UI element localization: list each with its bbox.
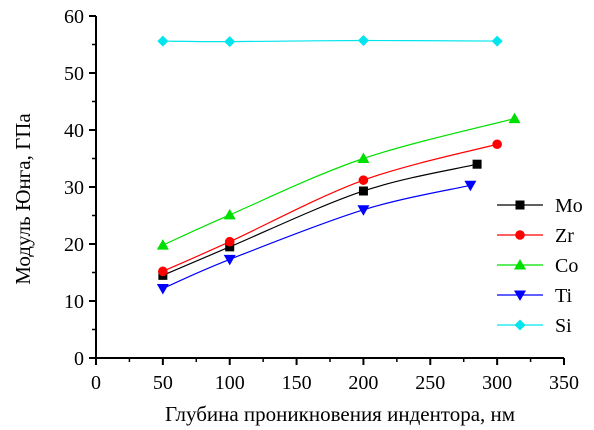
series-line-zr <box>162 143 498 272</box>
series-line-si <box>162 39 498 43</box>
y-tick-label: 30 <box>64 177 84 199</box>
series-lines <box>162 39 515 290</box>
series-line-co <box>162 118 515 246</box>
y-tick-label: 50 <box>64 63 84 85</box>
legend-label-co: Co <box>555 255 578 277</box>
data-point-ti <box>156 283 169 295</box>
legend-marker-ti <box>514 290 526 301</box>
y-tick-label: 20 <box>64 234 84 256</box>
data-point-co <box>156 239 169 250</box>
data-point-ti <box>357 205 370 216</box>
legend-marker-si <box>514 319 526 331</box>
y-tick-label: 60 <box>64 6 84 28</box>
data-point-si <box>157 35 169 47</box>
axes <box>95 16 564 359</box>
data-point-mo <box>358 186 368 196</box>
data-point-zr <box>224 236 235 247</box>
x-tick-label: 100 <box>215 372 245 394</box>
data-point-zr <box>358 175 369 185</box>
data-point-si <box>224 36 236 48</box>
data-point-zr <box>158 266 168 277</box>
y-tick-label: 10 <box>64 291 84 313</box>
x-tick-label: 350 <box>549 372 579 394</box>
y-ticks: 0 10 20 30 40 50 60 <box>64 6 96 370</box>
legend-marker-co <box>514 259 526 270</box>
legend-marker-mo <box>515 200 525 210</box>
legend-label-zr: Zr <box>555 225 574 247</box>
x-tick-label: 0 <box>91 372 101 394</box>
x-tick-label: 200 <box>348 372 378 394</box>
data-point-si <box>357 35 369 47</box>
legend-marker-zr <box>515 230 525 240</box>
legend-label-ti: Ti <box>555 285 573 307</box>
data-point-ti <box>464 180 477 192</box>
series-line-ti <box>162 184 471 290</box>
x-ticks: 0 50 100 150 200 250 300 350 <box>91 358 579 394</box>
x-tick-label: 50 <box>153 372 173 394</box>
data-point-si <box>491 35 503 47</box>
data-point-mo <box>225 242 235 252</box>
data-point-zr <box>492 139 502 150</box>
legend-label-mo: Mo <box>555 195 583 217</box>
data-point-mo <box>472 159 482 169</box>
legend: Mo Zr Co Ti Si <box>497 195 583 337</box>
y-tick-label: 40 <box>64 120 84 142</box>
x-tick-label: 150 <box>282 372 312 394</box>
series-line-mo <box>162 163 478 276</box>
x-tick-label: 250 <box>415 372 445 394</box>
y-tick-label: 0 <box>74 348 84 370</box>
series-markers <box>156 35 521 295</box>
data-point-co <box>223 208 236 220</box>
x-axis-label: Глубина проникновения индентора, нм <box>165 402 515 426</box>
data-point-co <box>357 152 370 163</box>
data-point-ti <box>223 254 236 266</box>
x-tick-label: 300 <box>482 372 512 394</box>
y-axis-label: Модуль Юнга, ГПа <box>11 113 35 285</box>
legend-label-si: Si <box>555 315 572 337</box>
data-point-co <box>508 112 521 124</box>
